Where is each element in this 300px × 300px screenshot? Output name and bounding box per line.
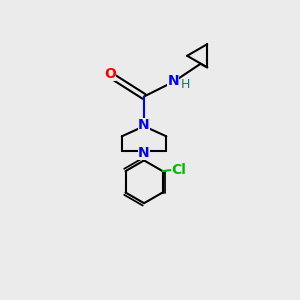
Text: O: O [104,67,116,81]
Text: Cl: Cl [172,163,186,177]
Text: N: N [138,118,150,132]
Text: H: H [181,78,190,91]
Text: N: N [167,74,179,88]
Text: N: N [138,146,150,160]
